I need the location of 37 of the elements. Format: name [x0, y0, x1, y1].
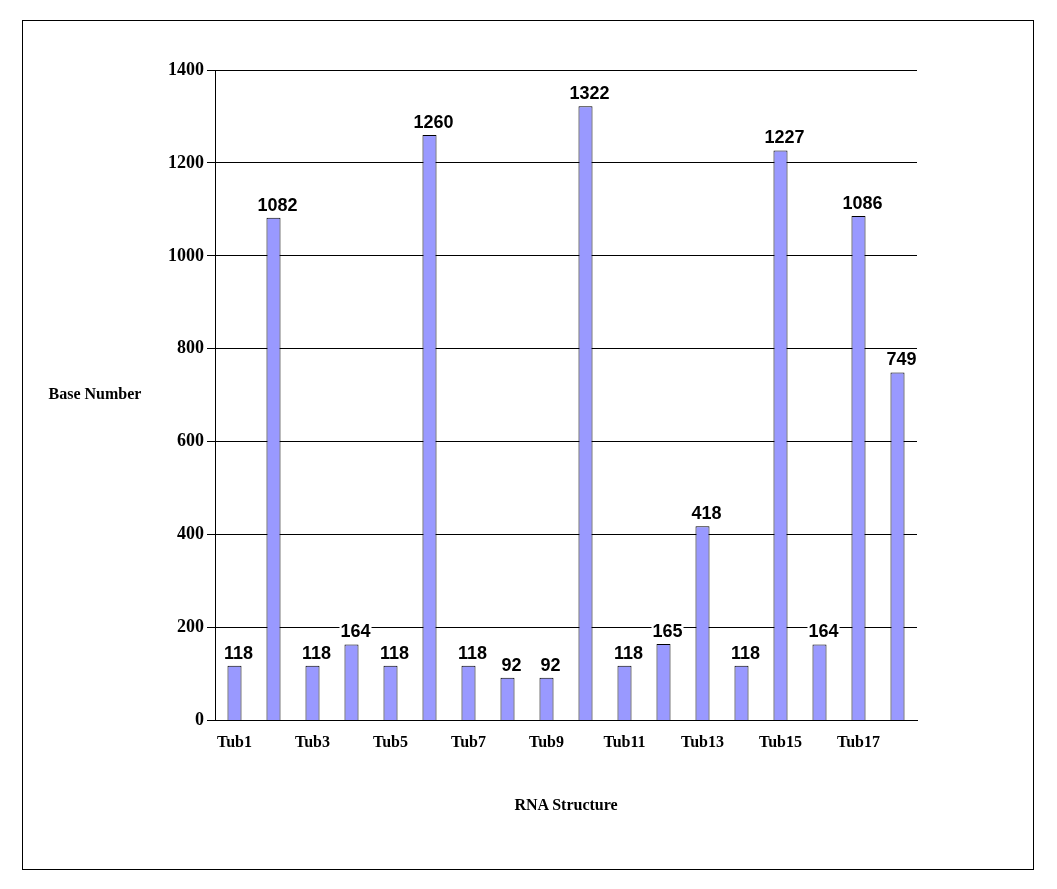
data-label: 1082	[257, 194, 298, 215]
y-axis-title: Base Number	[48, 385, 142, 403]
x-tick-label: Tub7	[451, 733, 486, 751]
data-label: 118	[613, 642, 644, 663]
x-tick-label: Tub1	[217, 733, 252, 751]
data-label: 118	[301, 642, 332, 663]
y-tick-label: 1000	[168, 244, 204, 265]
x-axis-title: RNA Structure	[514, 795, 618, 813]
data-label: 1260	[413, 112, 454, 133]
data-label: 164	[340, 621, 371, 642]
data-label: 92	[540, 654, 561, 675]
x-tick-label: Tub3	[295, 733, 330, 751]
x-tick-label: Tub15	[759, 733, 802, 751]
data-label: 1227	[764, 127, 805, 148]
data-label: 92	[501, 654, 522, 675]
y-tick-label: 0	[195, 709, 204, 730]
x-tick-label: Tub11	[603, 733, 646, 751]
x-tick-label: Tub5	[373, 733, 408, 751]
data-label: 118	[730, 642, 761, 663]
x-tick-label: Tub9	[529, 733, 564, 751]
data-label: 749	[886, 349, 917, 370]
data-label: 165	[652, 620, 683, 641]
data-label: 118	[223, 642, 254, 663]
y-tick-label: 600	[177, 430, 204, 451]
data-label: 118	[379, 642, 410, 663]
y-tick-label: 800	[177, 337, 204, 358]
x-tick-label: Tub13	[681, 733, 724, 751]
data-label: 164	[808, 621, 839, 642]
x-tick-label: Tub17	[837, 733, 880, 751]
data-label: 1322	[569, 83, 610, 104]
y-tick-label: 400	[177, 523, 204, 544]
y-tick-label: 1200	[168, 151, 204, 172]
y-tick-label: 1400	[168, 58, 204, 79]
data-label: 118	[457, 642, 488, 663]
data-label: 418	[691, 503, 722, 524]
y-tick-label: 200	[177, 616, 204, 637]
data-label: 1086	[842, 192, 883, 213]
